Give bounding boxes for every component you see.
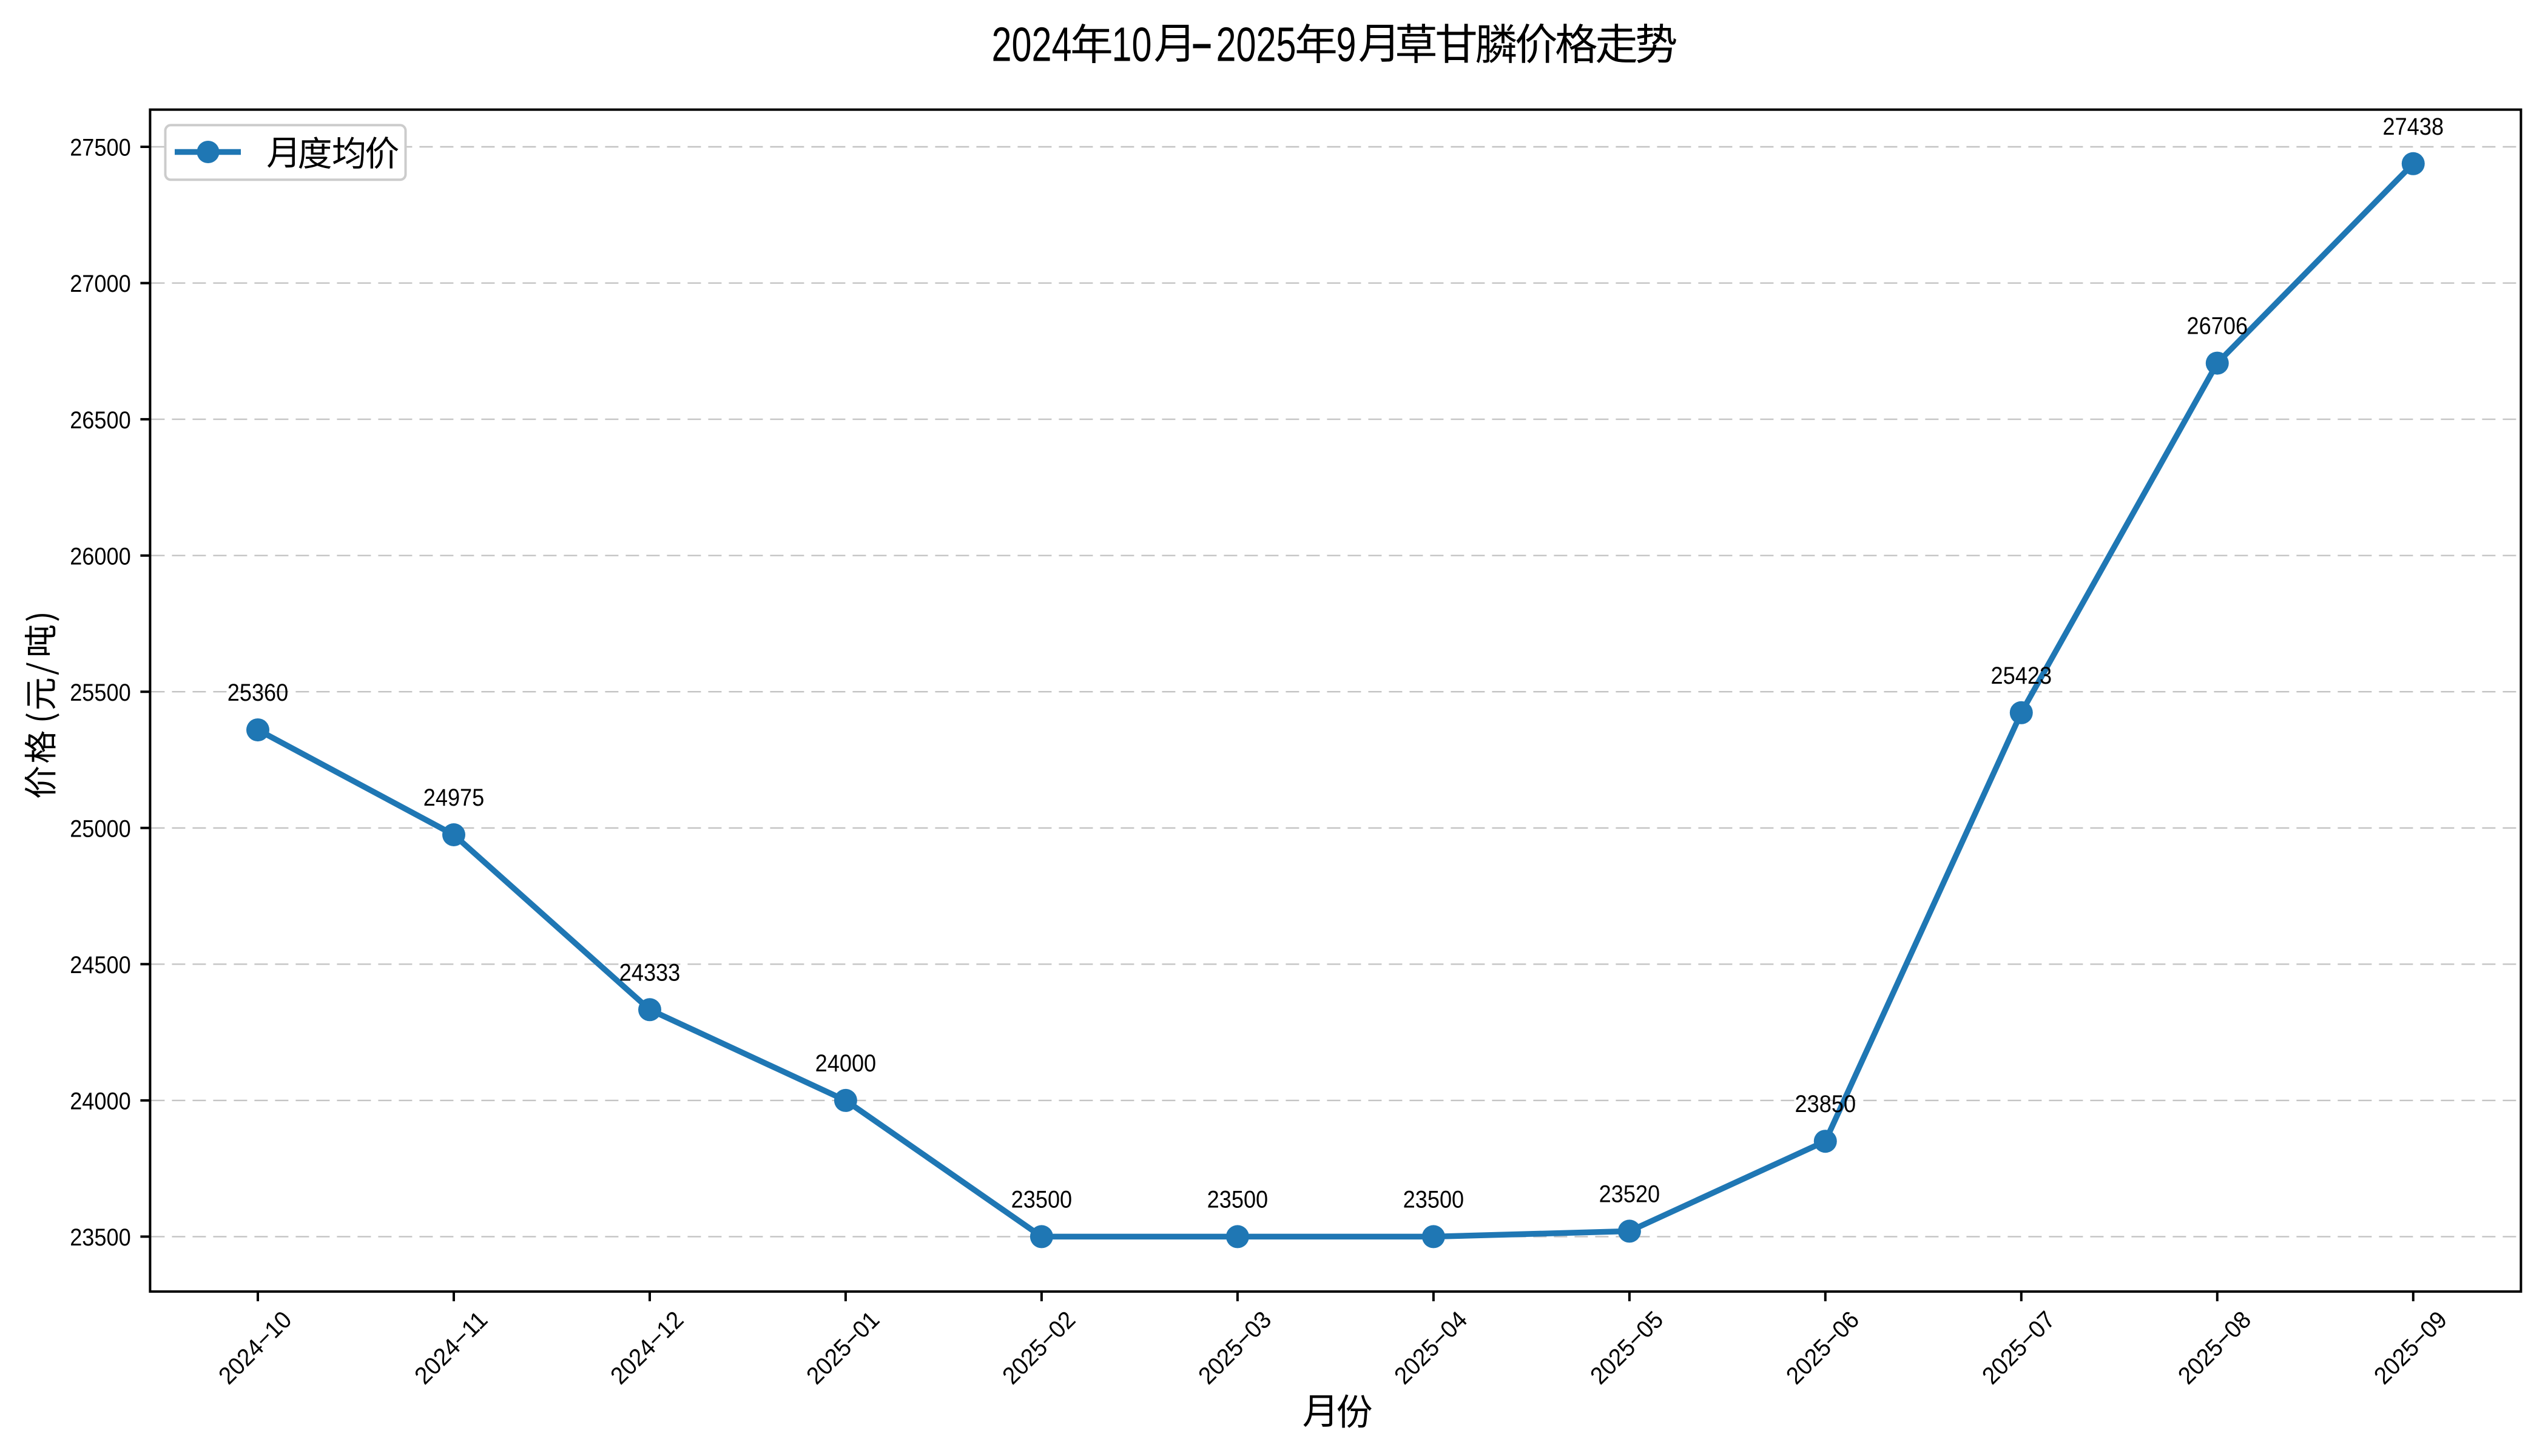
svg-text:23850: 23850	[1795, 1091, 1856, 1117]
svg-text:24975: 24975	[423, 784, 485, 811]
svg-text:2025: 2025	[1216, 18, 1296, 72]
svg-text:26706: 26706	[2187, 313, 2248, 340]
svg-text:24000: 24000	[70, 1088, 131, 1115]
svg-text:27500: 27500	[70, 135, 131, 161]
svg-text:24500: 24500	[70, 952, 131, 979]
svg-text:25500: 25500	[70, 679, 131, 706]
svg-text:24000: 24000	[815, 1050, 877, 1077]
svg-text:25423: 25423	[1991, 662, 2052, 689]
svg-text:10: 10	[1112, 18, 1152, 72]
svg-text:23500: 23500	[1403, 1186, 1464, 1213]
svg-text:27000: 27000	[70, 271, 131, 297]
svg-text:23520: 23520	[1599, 1181, 1660, 1207]
svg-text:26500: 26500	[70, 407, 131, 434]
svg-text:2024: 2024	[992, 18, 1072, 72]
svg-text:25000: 25000	[70, 816, 131, 843]
svg-text:24333: 24333	[619, 959, 681, 986]
svg-text:23500: 23500	[1011, 1186, 1073, 1213]
svg-text:9: 9	[1336, 18, 1357, 72]
svg-text:26000: 26000	[70, 543, 131, 570]
svg-text:27438: 27438	[2383, 113, 2444, 140]
svg-text:25360: 25360	[228, 679, 289, 706]
svg-text:23500: 23500	[70, 1224, 131, 1251]
svg-text:23500: 23500	[1207, 1186, 1269, 1213]
